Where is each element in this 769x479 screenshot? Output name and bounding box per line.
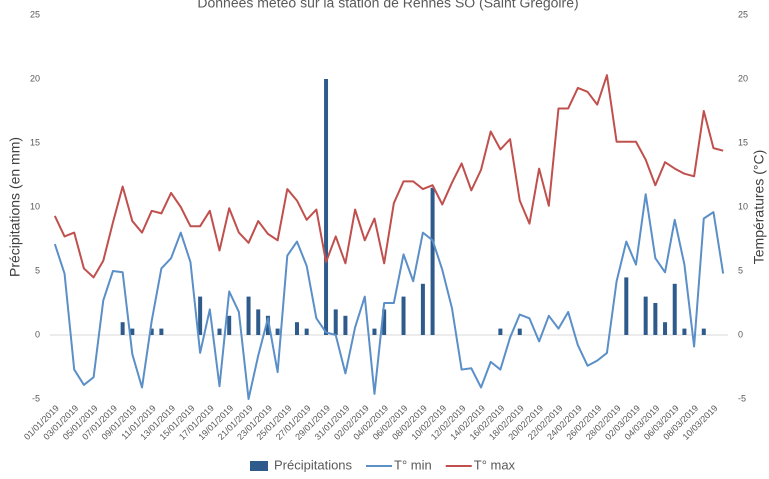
- bar: [701, 328, 706, 335]
- y2-tick-label: 0: [738, 329, 743, 339]
- bar: [149, 328, 154, 335]
- y-tick-label: 10: [30, 201, 40, 211]
- legend-label: T° min: [394, 457, 432, 472]
- y2-tick-label: 5: [738, 265, 743, 275]
- y2-tick-label: 20: [738, 73, 748, 83]
- bar: [343, 315, 348, 335]
- bar: [227, 315, 232, 335]
- bar: [256, 309, 261, 335]
- bar: [324, 79, 329, 335]
- line: [53, 74, 724, 279]
- bar: [246, 296, 251, 335]
- bar: [624, 277, 629, 335]
- bar: [198, 296, 203, 335]
- bar: [159, 328, 164, 335]
- bar: [401, 296, 406, 335]
- bar: [382, 309, 387, 335]
- y2-axis-label: Températures (°C): [751, 150, 767, 265]
- y-tick-label: 20: [30, 73, 40, 83]
- legend-label: Précipitations: [274, 457, 353, 472]
- bar: [304, 328, 309, 335]
- bar: [372, 328, 377, 335]
- bar: [498, 328, 503, 335]
- y2-tick-label: 15: [738, 137, 748, 147]
- bar: [217, 328, 222, 335]
- bar: [643, 296, 648, 335]
- y-tick-label: 0: [35, 329, 40, 339]
- bar: [333, 309, 338, 335]
- bar: [663, 322, 668, 335]
- bar: [130, 328, 135, 335]
- bar: [294, 322, 299, 335]
- bar: [430, 187, 435, 335]
- y2-tick-label: -5: [738, 393, 746, 403]
- y-tick-label: -5: [32, 393, 40, 403]
- bar: [275, 328, 280, 335]
- bar: [682, 328, 687, 335]
- chart-title: Données météo sur la station de Rennes S…: [197, 0, 578, 11]
- y-tick-label: 25: [30, 9, 40, 19]
- bar: [672, 283, 677, 335]
- y2-tick-label: 25: [738, 9, 748, 19]
- legend-label: T° max: [474, 457, 516, 472]
- y2-tick-label: 10: [738, 201, 748, 211]
- legend-swatch: [250, 461, 268, 471]
- y-tick-label: 15: [30, 137, 40, 147]
- bar: [653, 303, 658, 335]
- y-axis-label: Précipitations (en mm): [7, 137, 23, 277]
- bar: [265, 315, 270, 335]
- bar: [420, 283, 425, 335]
- bar: [517, 328, 522, 335]
- y-tick-label: 5: [35, 265, 40, 275]
- line: [53, 193, 725, 400]
- bar: [120, 322, 125, 335]
